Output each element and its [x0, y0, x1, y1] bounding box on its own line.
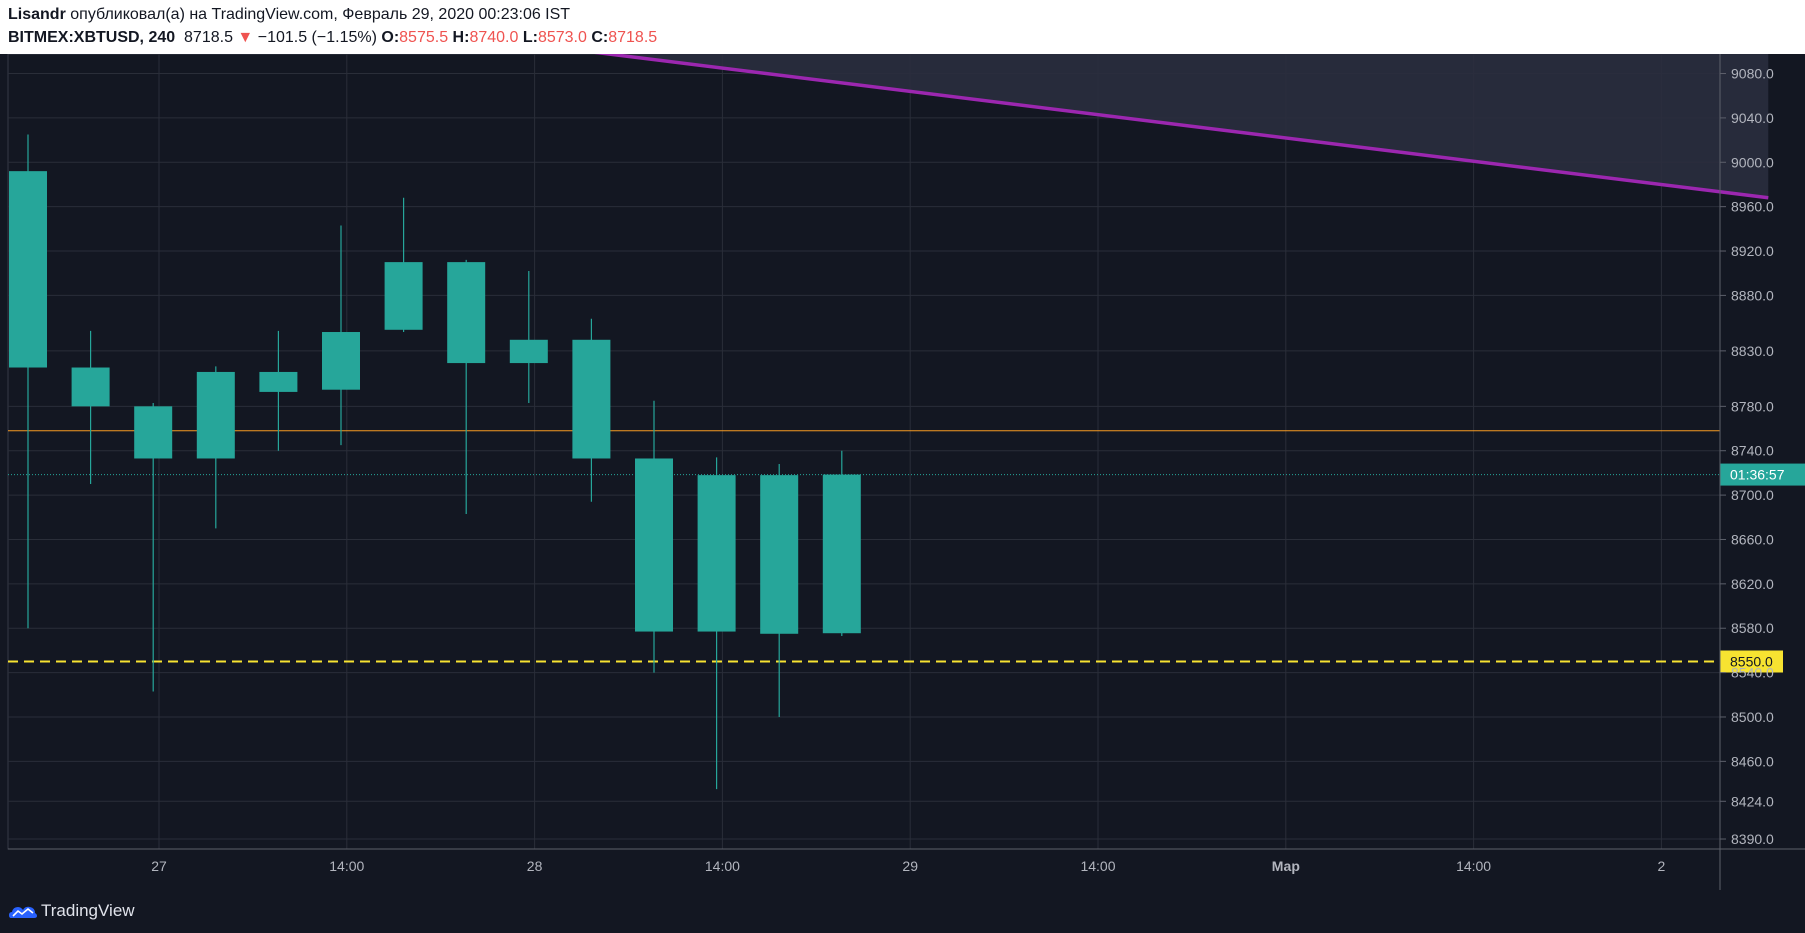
candle-body	[447, 262, 486, 364]
price-tick-label: 8390.0	[1731, 831, 1774, 847]
chart-header: Lisandr опубликовал(а) на TradingView.co…	[0, 0, 1805, 54]
price-tick-label: 8500.0	[1731, 709, 1774, 725]
price-tick-label: 8880.0	[1731, 287, 1774, 303]
candle-body	[322, 332, 360, 390]
price-tick-label: 8740.0	[1731, 443, 1774, 459]
down-arrow-icon: ▼	[237, 29, 254, 46]
countdown-badge	[1720, 463, 1805, 486]
high-value: 8740.0	[469, 29, 519, 46]
close-value: 8718.5	[608, 29, 658, 46]
author-name[interactable]: Lisandr	[8, 6, 66, 23]
candle-body	[384, 262, 423, 330]
candle-body	[134, 406, 173, 459]
time-tick-label: 2	[1658, 858, 1666, 874]
candle-body	[9, 171, 47, 368]
candle-body	[822, 474, 861, 634]
level-lines[interactable]: 01:36:57 8550.0	[8, 430, 1805, 673]
candle-body	[760, 475, 799, 634]
trendline	[594, 54, 1769, 200]
trendline-group[interactable]	[560, 54, 1769, 200]
countdown-label: 01:36:57	[1730, 467, 1785, 483]
axes: 9080.0 9040.0 9000.0 8960.0 8920.0 8880.0 8830…	[8, 54, 1805, 890]
high-label: H:	[452, 29, 470, 46]
symbol-name: BITMEX:XBTUSD, 240	[8, 29, 176, 46]
footer: TradingView	[0, 890, 300, 930]
plot-frame	[7, 54, 1721, 850]
candle-body	[259, 371, 298, 392]
time-tick-label: 14:00	[1456, 858, 1491, 874]
time-tick-label: 27	[151, 858, 167, 874]
candles	[9, 134, 861, 790]
price-tick-label: 9040.0	[1731, 110, 1774, 126]
tradingview-brand[interactable]: TradingView	[41, 901, 135, 920]
price-tick-label: 8830.0	[1731, 343, 1774, 359]
price-tick-label: 8540.0	[1731, 665, 1774, 681]
price-tick-label: 8620.0	[1731, 576, 1774, 592]
candle-body	[697, 475, 736, 632]
candle-body	[71, 367, 110, 407]
time-tick-label: Мар	[1272, 858, 1300, 874]
candle-body	[196, 371, 235, 459]
time-tick-label: 28	[527, 858, 543, 874]
price-tick-label: 8780.0	[1731, 398, 1774, 414]
time-tick-label: 14:00	[1080, 858, 1115, 874]
price-tick-label: 8700.0	[1731, 487, 1774, 503]
low-value: 8573.0	[537, 29, 587, 46]
price-tick-label: 8460.0	[1731, 753, 1774, 769]
candle-body	[635, 458, 673, 632]
time-tick-label: 29	[902, 858, 918, 874]
close-label: C:	[591, 29, 609, 46]
low-label: L:	[522, 29, 538, 46]
grid-lines	[7, 54, 1721, 850]
price-tick-label: 9080.0	[1731, 66, 1774, 82]
price-tick-label: 8580.0	[1731, 620, 1774, 636]
tradingview-logo-icon	[9, 906, 37, 918]
candle-body	[509, 339, 548, 364]
dashed-level-label: 8550.0	[1730, 654, 1773, 670]
published-text: опубликовал(а) на TradingView.com, Февра…	[70, 6, 571, 23]
open-value: 8575.5	[399, 29, 449, 46]
price-tick-label: 9000.0	[1731, 154, 1774, 170]
price-change: −101.5 (−1.15%)	[257, 29, 377, 46]
price-tick-label: 8920.0	[1731, 243, 1774, 259]
time-tick-label: 14:00	[705, 858, 740, 874]
price-tick-label: 8660.0	[1731, 531, 1774, 547]
last-price: 8718.5	[184, 29, 233, 46]
publish-info: Lisandr опубликовал(а) на TradingView.co…	[8, 6, 570, 24]
candlestick-chart[interactable]: 01:36:57 8550.0 9080.0 9040.0 9000.0 8960.0 8…	[0, 54, 1805, 890]
time-tick-label: 14:00	[329, 858, 364, 874]
candle-body	[572, 339, 611, 459]
dashed-level-badge	[1720, 650, 1783, 673]
price-tick-label: 8424.0	[1731, 793, 1774, 809]
price-tick-label: 8960.0	[1731, 199, 1774, 215]
open-label: O:	[381, 29, 400, 46]
symbol-info: BITMEX:XBTUSD, 240 8718.5 ▼ −101.5 (−1.1…	[8, 29, 657, 47]
